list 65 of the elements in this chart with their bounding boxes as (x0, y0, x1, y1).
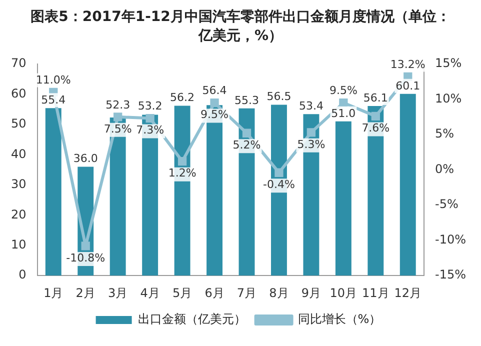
y2-tick-label: 10% (435, 91, 462, 106)
chart-title: 图表5：2017年1-12月中国汽车零部件出口金额月度情况（单位：亿美元，%） (30, 8, 452, 46)
data-label: 36.0 (73, 152, 98, 166)
point (306, 128, 316, 137)
data-label: 13.2% (390, 58, 426, 72)
data-label: 1.2% (168, 166, 196, 180)
x-tick-label: 9月 (301, 286, 322, 300)
y-tick-label: 40 (10, 146, 26, 161)
data-label: 56.2 (170, 91, 195, 104)
y2-tick-label: -10% (435, 232, 466, 246)
point (339, 98, 348, 108)
y-tick-label: 50 (10, 116, 26, 131)
data-label: 51.0 (331, 106, 356, 120)
y-tick-label: 30 (10, 177, 26, 192)
data-label: 9.5% (200, 108, 228, 122)
data-label: 7.5% (104, 122, 132, 136)
data-label: 56.4 (202, 84, 227, 98)
y-tick-label: 70 (10, 56, 26, 70)
y2-tick-label: -15% (435, 268, 466, 282)
x-tick-label: 3月 (108, 286, 128, 300)
point (114, 112, 122, 122)
bar (335, 121, 352, 276)
data-label: 52.3 (106, 98, 130, 112)
data-label: 55.4 (41, 93, 66, 106)
x-tick-label: 8月 (269, 286, 289, 300)
x-tick-label: 4月 (140, 286, 160, 300)
x-tick-label: 1月 (44, 286, 64, 300)
y2-tick-label: 15% (435, 56, 462, 70)
data-label: 56.1 (363, 91, 388, 104)
data-label: 53.2 (138, 100, 162, 113)
x-tick-label: 10月 (330, 286, 358, 300)
y2-tick-label: -5% (435, 197, 458, 212)
data-label: 5.3% (297, 138, 326, 151)
data-label: 60.1 (396, 79, 420, 92)
y2-tick-label: 5% (435, 126, 454, 141)
x-tick-label: 5月 (172, 286, 192, 300)
data-label: 11.0% (36, 74, 71, 87)
y-tick-label: 60 (10, 86, 26, 100)
data-label: 56.5 (266, 90, 292, 104)
point (210, 98, 219, 108)
point (81, 242, 90, 250)
data-label: 7.6% (362, 122, 390, 135)
legend-label: 出口金额（亿美元） (138, 312, 246, 326)
point (242, 128, 252, 138)
legend-label: 同比增长（%） (298, 312, 382, 326)
data-label: 55.3 (234, 94, 259, 107)
point (274, 168, 284, 177)
data-label: -10.8% (66, 251, 106, 264)
y-tick-label: 0 (18, 268, 26, 282)
data-label: -0.4% (263, 178, 295, 191)
data-label: 5.2% (232, 138, 261, 152)
data-label: 53.4 (298, 100, 324, 113)
point (371, 112, 380, 121)
point (146, 114, 154, 123)
x-tick-label: 6月 (204, 286, 224, 300)
y-tick-label: 20 (10, 207, 26, 222)
x-tick-label: 12月 (394, 286, 422, 300)
x-tick-label: 11月 (362, 286, 390, 300)
x-tick-label: 7月 (236, 286, 257, 300)
y-tick-label: 10 (10, 237, 26, 252)
y2-tick-label: 0% (435, 162, 454, 176)
x-tick-label: 2月 (76, 286, 96, 300)
data-label: 7.3% (136, 124, 164, 137)
point (178, 157, 187, 166)
data-label: 9.5% (329, 84, 358, 98)
